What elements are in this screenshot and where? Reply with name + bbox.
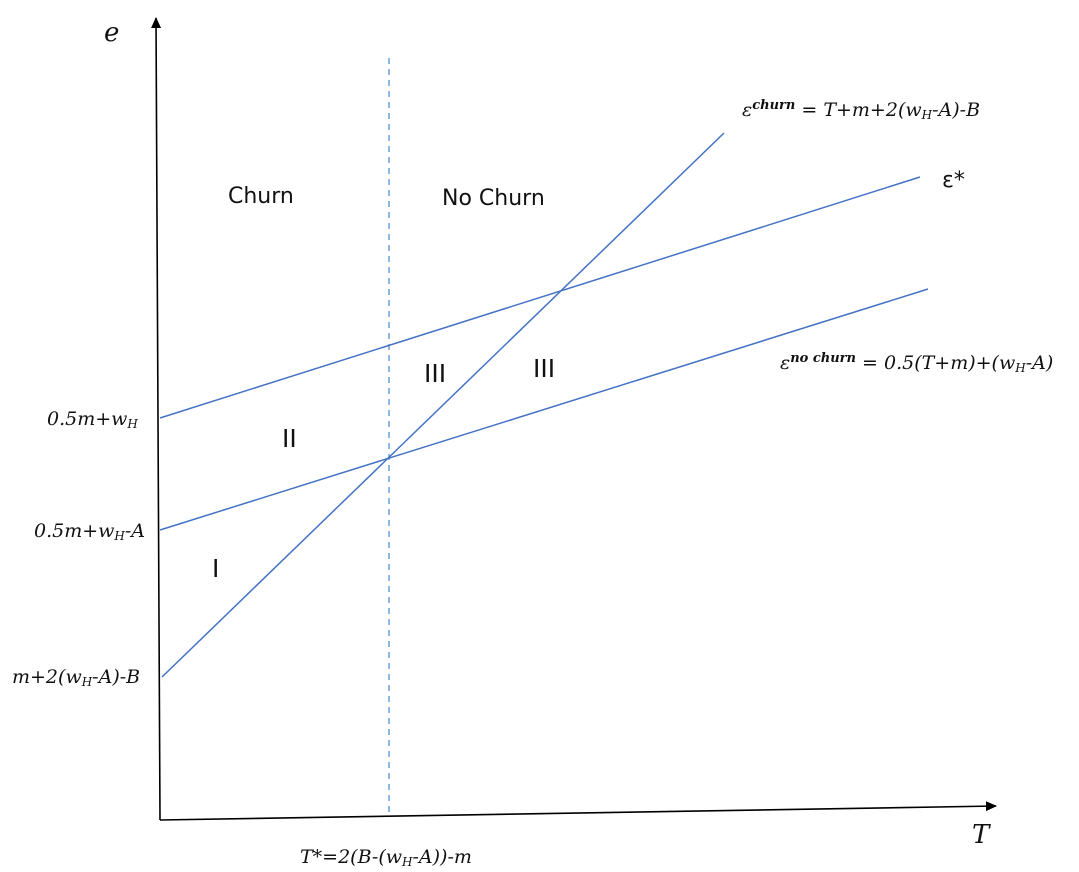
region-label-iii-left: III <box>424 359 447 388</box>
x-axis-label: T <box>972 820 990 850</box>
line-label-churn: εchurn = T+m+2(wH-A)-B <box>742 98 981 122</box>
x-axis <box>159 801 997 821</box>
y-tick-label-no-churn-intercept: 0.5m+wH-A <box>34 520 146 543</box>
epsilon-churn-line <box>161 132 725 678</box>
line-label-epsilon-star: ε* <box>942 168 965 193</box>
line-label-no-churn: εno churn = 0.5(T+m)+(wH-A) <box>780 351 1054 375</box>
region-label-ii: II <box>282 424 297 453</box>
zone-label-churn: Churn <box>228 184 294 209</box>
x-tick-label-threshold: T*=2(B-(wH-A))-m <box>300 846 472 869</box>
region-label-i: I <box>212 554 220 583</box>
y-axis <box>151 17 162 821</box>
epsilon-star-line <box>159 176 921 419</box>
y-axis-label: e <box>104 18 120 48</box>
y-tick-label-star-intercept: 0.5m+wH <box>47 408 138 431</box>
y-tick-label-churn-intercept: m+2(wH-A)-B <box>12 666 141 689</box>
epsilon-no-churn-line <box>159 288 929 531</box>
zone-label-no-churn: No Churn <box>442 186 545 211</box>
region-label-iii-right: III <box>533 354 556 383</box>
